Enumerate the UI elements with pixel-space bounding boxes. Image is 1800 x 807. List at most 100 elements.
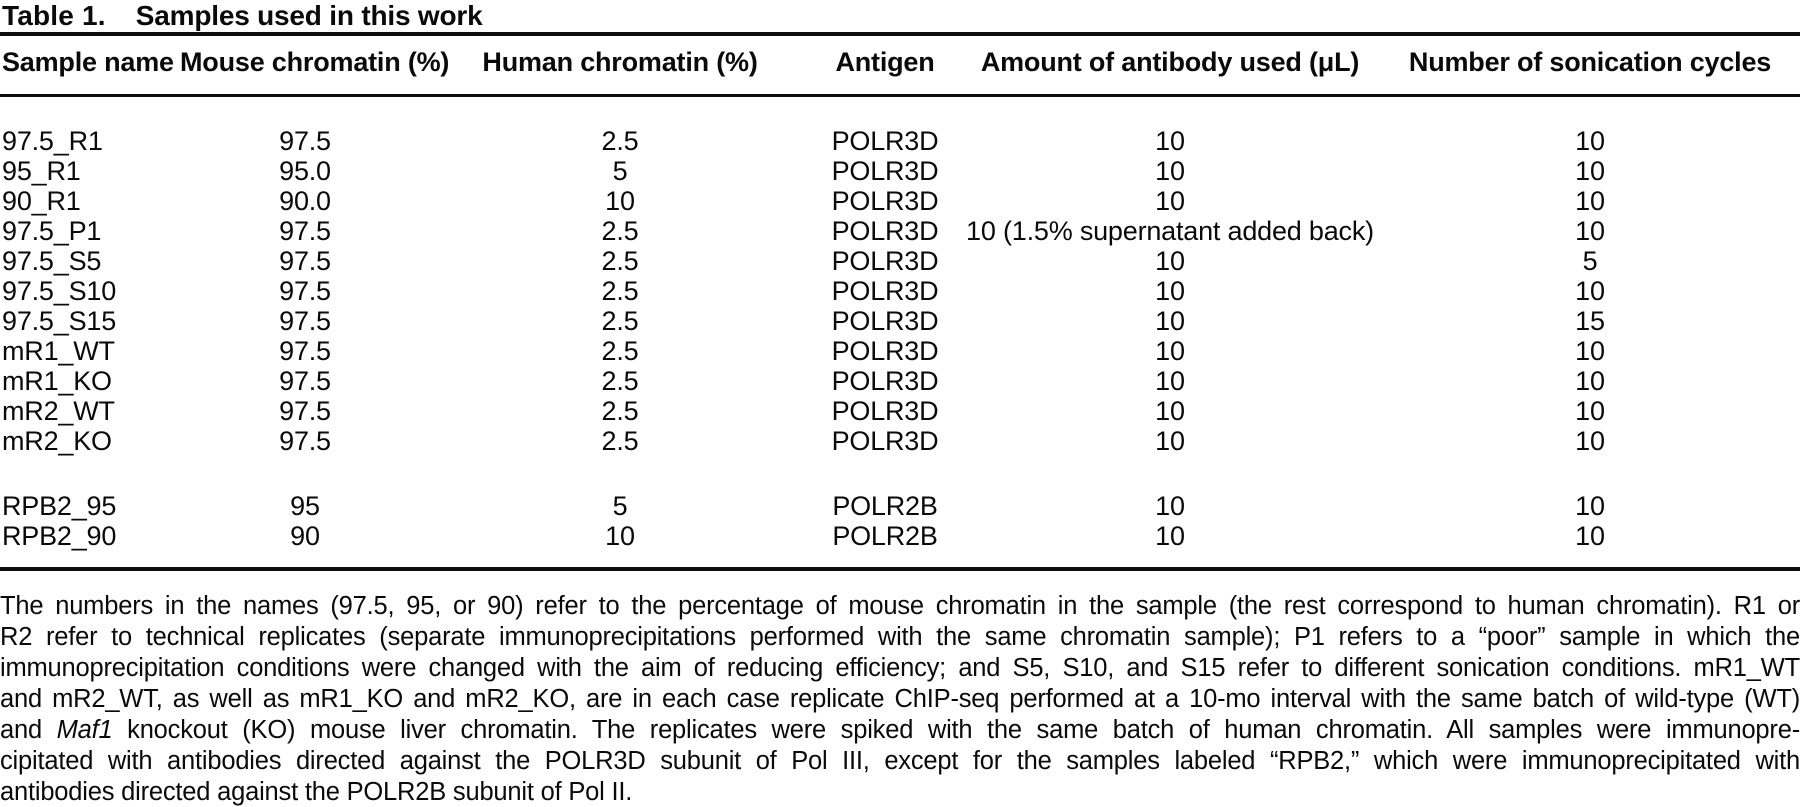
table-header-row: Sample name Mouse chromatin (%) Human ch… xyxy=(0,44,1800,80)
table-cell-antibody: 10 (1.5% supernatant added back) xyxy=(966,216,1374,246)
footnote-line: The numbers in the names (97.5, 95, or 9… xyxy=(0,591,1800,622)
table-cell-antibody: 10 xyxy=(1155,396,1185,426)
table-cell-cycles: 10 xyxy=(1575,336,1605,366)
table-cell-sample: mR1_KO xyxy=(2,366,112,396)
table-cell-antibody: 10 xyxy=(1155,426,1185,456)
table-cell-sample: 90_R1 xyxy=(2,186,81,216)
table-cell-human: 10 xyxy=(605,186,635,216)
footnote-text: R2 refer to technical replicates (separa… xyxy=(0,623,1800,651)
footnote-text: and mR2_WT, as well as mR1_KO and mR2_KO… xyxy=(0,685,1800,713)
table-cell-antibody: 10 xyxy=(1155,246,1185,276)
table-row: mR1_WT 97.5 2.5 POLR3D 10 10 xyxy=(0,336,1800,366)
table-cell-mouse: 97.5 xyxy=(279,216,331,246)
table-cell-antigen: POLR2B xyxy=(832,521,938,551)
table-body: 97.5_R1 97.5 2.5 POLR3D 10 10 95_R1 95.0 5 POLR3D… xyxy=(0,126,1800,551)
table-cell-cycles: 10 xyxy=(1575,156,1605,186)
column-header-human-chromatin: Human chromatin (%) xyxy=(482,47,758,77)
divider-top xyxy=(0,32,1800,36)
footnote-text: The numbers in the names (97.5, 95, or 9… xyxy=(0,592,1800,620)
table-cell-cycles: 10 xyxy=(1575,521,1605,551)
footnote-text: and xyxy=(0,716,57,744)
footnote-line: and Maf1 knockout (KO) mouse liver chrom… xyxy=(0,715,1800,746)
table-cell-antibody: 10 xyxy=(1155,156,1185,186)
table-cell-antibody: 10 xyxy=(1155,336,1185,366)
table-cell-sample: mR1_WT xyxy=(2,336,115,366)
table-cell-antigen: POLR3D xyxy=(831,336,939,366)
column-header-sample-name: Sample name xyxy=(2,47,174,77)
table-cell-antigen: POLR2B xyxy=(832,491,938,521)
table-cell-antibody: 10 xyxy=(1155,276,1185,306)
table-cell-mouse: 97.5 xyxy=(279,306,331,336)
table-title-text: Samples used in this work xyxy=(135,0,483,31)
table-row: mR2_WT 97.5 2.5 POLR3D 10 10 xyxy=(0,396,1800,426)
table-cell-human: 10 xyxy=(605,521,635,551)
table-cell-sample: 95_R1 xyxy=(2,156,81,186)
table-cell-human: 5 xyxy=(612,156,628,186)
table-cell-antigen: POLR3D xyxy=(831,276,939,306)
table-cell-cycles: 10 xyxy=(1575,186,1605,216)
table-title: Table 1. Samples used in this work xyxy=(2,0,483,32)
table-cell-human: 5 xyxy=(612,491,628,521)
table-cell-human: 2.5 xyxy=(601,246,639,276)
table-cell-mouse: 95.0 xyxy=(279,156,331,186)
table-cell-sample: 97.5_S10 xyxy=(2,276,117,306)
table-cell-antibody: 10 xyxy=(1155,491,1185,521)
divider-bottom xyxy=(0,567,1800,571)
table-cell-human: 2.5 xyxy=(601,306,639,336)
table-cell-sample: 97.5_P1 xyxy=(2,216,102,246)
table-row: 97.5_S5 97.5 2.5 POLR3D 10 5 xyxy=(0,246,1800,276)
table-cell-mouse: 97.5 xyxy=(279,276,331,306)
table-cell-cycles: 10 xyxy=(1575,491,1605,521)
table-cell-mouse: 90 xyxy=(290,521,320,551)
table-cell-mouse: 97.5 xyxy=(279,126,331,156)
divider-header xyxy=(0,94,1800,97)
table-cell-cycles: 10 xyxy=(1575,276,1605,306)
footnote-line: R2 refer to technical replicates (separa… xyxy=(0,622,1800,653)
table-cell-sample: mR2_WT xyxy=(2,396,115,426)
table-cell-sample: 97.5_S15 xyxy=(2,306,117,336)
table-cell-antigen: POLR3D xyxy=(831,306,939,336)
table-row: RPB2_95 95 5 POLR2B 10 10 xyxy=(0,491,1800,521)
table-cell-cycles: 5 xyxy=(1582,246,1598,276)
table-row: 97.5_R1 97.5 2.5 POLR3D 10 10 xyxy=(0,126,1800,156)
table-row: 95_R1 95.0 5 POLR3D 10 10 xyxy=(0,156,1800,186)
table-cell-mouse: 90.0 xyxy=(279,186,331,216)
table-footnote: The numbers in the names (97.5, 95, or 9… xyxy=(0,591,1800,807)
table-cell-sample: mR2_KO xyxy=(2,426,112,456)
column-header-antigen: Antigen xyxy=(835,47,935,77)
footnote-text: knockout (KO) mouse liver chromatin. The… xyxy=(112,716,1800,744)
table-row: 97.5_P1 97.5 2.5 POLR3D 10 (1.5% supernatant… xyxy=(0,216,1800,246)
table-cell-cycles: 10 xyxy=(1575,396,1605,426)
footnote-italic-text: Maf1 xyxy=(56,716,113,744)
table-cell-sample: 97.5_R1 xyxy=(2,126,103,156)
table-cell-antibody: 10 xyxy=(1155,126,1185,156)
table-cell-mouse: 97.5 xyxy=(279,336,331,366)
table-cell-antibody: 10 xyxy=(1155,306,1185,336)
table-cell-antibody: 10 xyxy=(1155,186,1185,216)
table-cell-cycles: 10 xyxy=(1575,126,1605,156)
table-cell-human: 2.5 xyxy=(601,426,639,456)
table-cell-human: 2.5 xyxy=(601,276,639,306)
table-cell-human: 2.5 xyxy=(601,216,639,246)
table-cell-antigen: POLR3D xyxy=(831,426,939,456)
table-cell-antigen: POLR3D xyxy=(831,126,939,156)
table-row: mR1_KO 97.5 2.5 POLR3D 10 10 xyxy=(0,366,1800,396)
table-cell-sample: 97.5_S5 xyxy=(2,246,102,276)
footnote-line: antibodies directed against the POLR2B s… xyxy=(0,777,1800,807)
column-header-sonication-cycles: Number of sonication cycles xyxy=(1408,47,1772,77)
table-cell-cycles: 10 xyxy=(1575,366,1605,396)
table-title-label: Table 1. xyxy=(2,0,106,31)
table-cell-sample: RPB2_95 xyxy=(2,491,117,521)
table-cell-cycles: 10 xyxy=(1575,216,1605,246)
column-header-antibody-amount: Amount of antibody used (μL) xyxy=(980,47,1360,77)
table-group-gap xyxy=(0,456,1800,491)
footnote-text: antibodies directed against the POLR2B s… xyxy=(0,778,633,806)
table-cell-cycles: 10 xyxy=(1575,426,1605,456)
table-cell-antibody: 10 xyxy=(1155,366,1185,396)
footnote-line: and mR2_WT, as well as mR1_KO and mR2_KO… xyxy=(0,684,1800,715)
table-row: 97.5_S15 97.5 2.5 POLR3D 10 15 xyxy=(0,306,1800,336)
table-cell-human: 2.5 xyxy=(601,396,639,426)
table-row: 97.5_S10 97.5 2.5 POLR3D 10 10 xyxy=(0,276,1800,306)
table-cell-antigen: POLR3D xyxy=(831,186,939,216)
